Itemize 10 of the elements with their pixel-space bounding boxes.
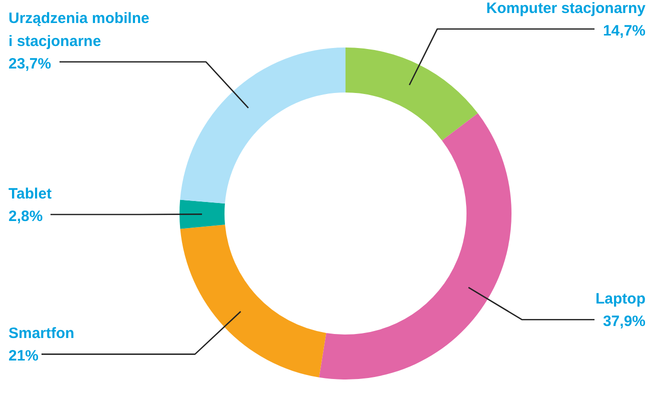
slice-label: Komputer stacjonarny <box>486 0 646 18</box>
slice-label: Laptop <box>596 290 646 308</box>
slice-label: Tablet <box>8 185 52 202</box>
slice-label: Urządzenia mobilne i stacjonarne <box>8 10 150 50</box>
slice-label: Smartfon <box>8 325 74 342</box>
data-label: 23,7% <box>8 55 52 72</box>
data-label: 21% <box>8 348 39 365</box>
data-label: 14,7% <box>602 22 646 40</box>
data-label: 2,8% <box>8 208 43 225</box>
data-label: 37,9% <box>602 313 646 330</box>
